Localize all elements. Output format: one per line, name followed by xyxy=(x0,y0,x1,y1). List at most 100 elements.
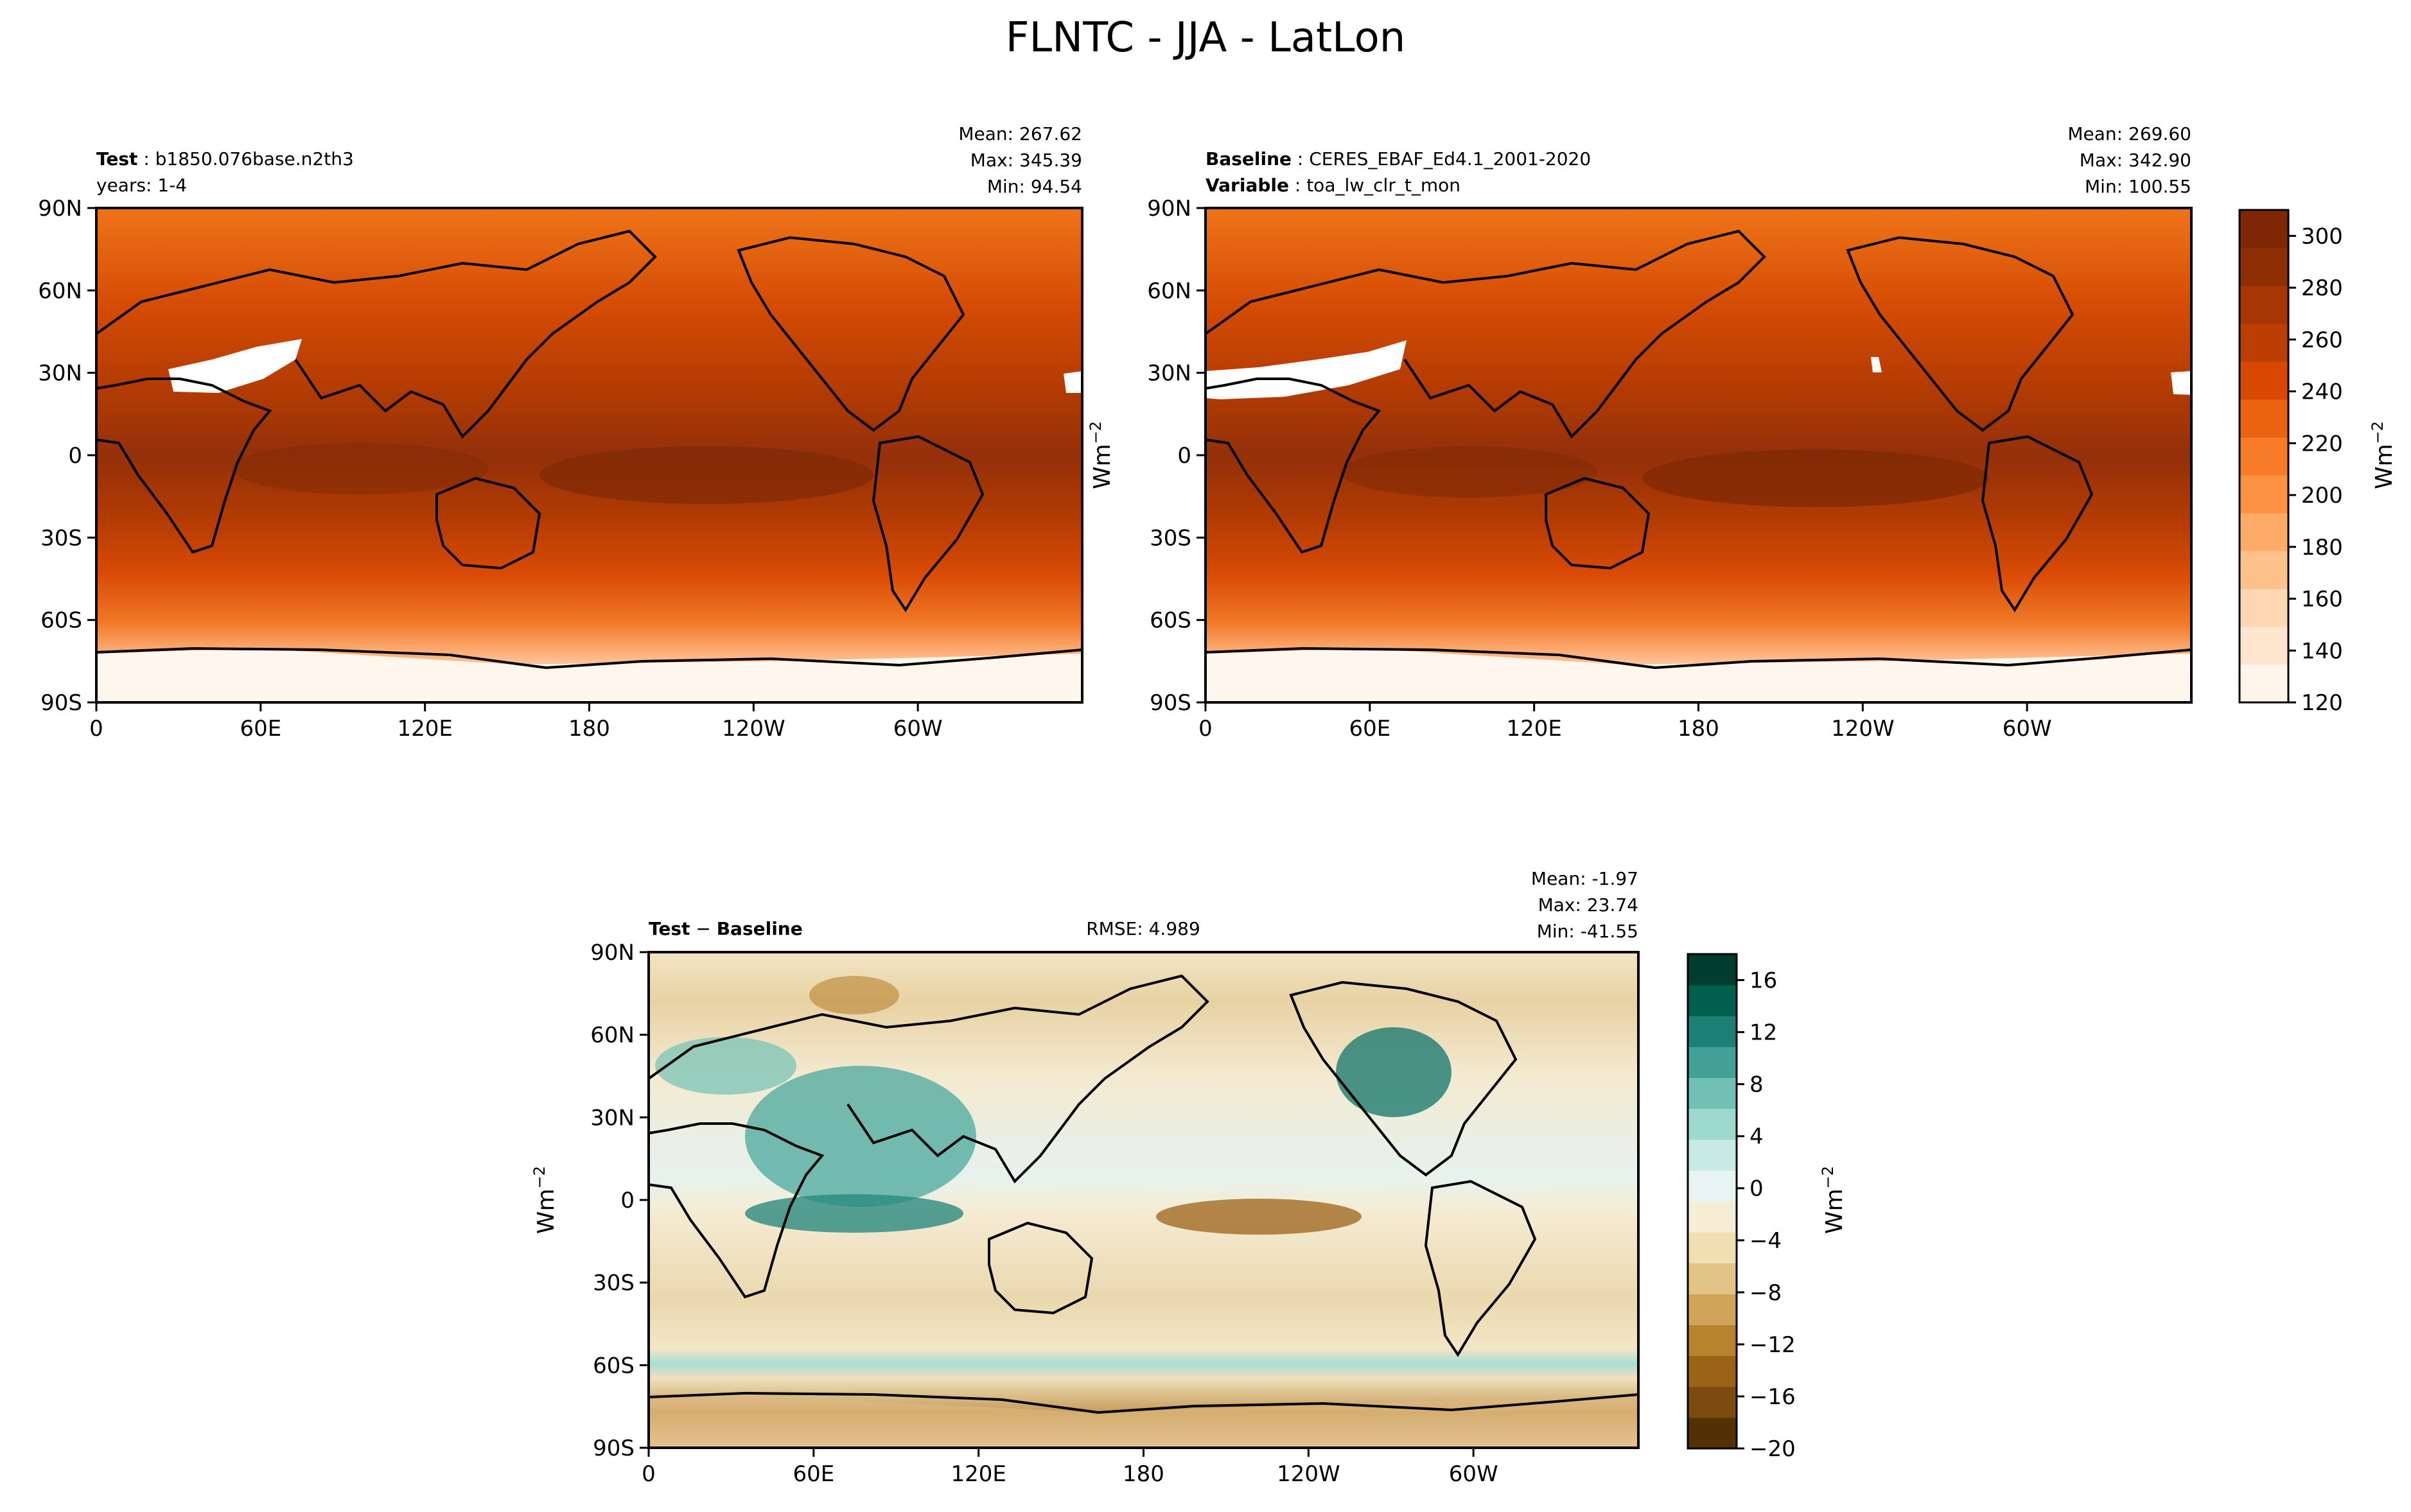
test-warm-pool-minimum xyxy=(539,446,873,504)
test-indian-ocean-minimum xyxy=(231,443,488,494)
colorbar-diverging-tick-label: −20 xyxy=(1749,1436,1796,1462)
diff-stat-mean: Mean: -1.97 xyxy=(1531,868,1638,889)
colorbar-diverging-swatch xyxy=(1688,1325,1737,1357)
test-coastline-africa xyxy=(96,378,272,554)
test-coastline-north-america xyxy=(737,236,965,432)
colorbar-diverging-swatch xyxy=(1688,1201,1737,1233)
colorbar-diverging-swatch xyxy=(1688,1108,1737,1140)
baseline-lon-tick-label: 180 xyxy=(1678,716,1719,742)
colorbar-sequential-swatch xyxy=(2240,361,2288,400)
colorbar-sequential-ticks: 120 140 160 180 200 220 240 260 280 300 xyxy=(2288,223,2343,716)
baseline-coastline-south-america xyxy=(1981,435,2094,613)
baseline-map-features xyxy=(1206,229,2191,702)
colorbar-sequential-tick-label: 140 xyxy=(2301,638,2343,664)
diff-ylabel: Wm−2 xyxy=(530,1166,559,1234)
colorbar-sequential-swatch xyxy=(2240,437,2288,476)
baseline-label: Baseline : CERES_EBAF_Ed4.1_2001-2020 xyxy=(1206,148,1591,169)
colorbar-diverging-label: Wm−2 xyxy=(1819,1166,1848,1234)
panel-difference: Test − Baseline RMSE: 4.989 Mean: -1.97 … xyxy=(530,868,1640,1487)
colorbar-sequential-tick-label: 260 xyxy=(2301,327,2343,353)
test-years: years: 1-4 xyxy=(96,175,187,196)
diff-lon-tick-label: 0 xyxy=(642,1461,656,1487)
figure-title: FLNTC - JJA - LatLon xyxy=(1006,14,1406,62)
diff-label: Test − Baseline xyxy=(649,918,803,939)
diff-axis-ticks: 90N 60N 30N 0 30S 60S 90S 0 60E 120E 180 120W 60W xyxy=(590,940,1498,1487)
colorbar-diverging-tick-label: −16 xyxy=(1749,1384,1796,1410)
test-lat-tick-label: 90N xyxy=(38,196,82,222)
colorbar-sequential-swatch xyxy=(2240,324,2288,362)
colorbar-sequential-swatch xyxy=(2240,286,2288,324)
baseline-lon-tick-label: 120E xyxy=(1506,716,1561,742)
baseline-coastline-antarctica xyxy=(1206,647,2191,670)
panel-test: Test : b1850.076base.n2th3 years: 1-4 Me… xyxy=(38,123,1083,742)
colorbar-diverging-swatches xyxy=(1688,954,1737,1449)
colorbar-sequential-swatch xyxy=(2240,627,2288,665)
baseline-stat-min: Min: 100.55 xyxy=(2085,176,2191,197)
colorbar-diverging-tick-label: 8 xyxy=(1749,1072,1764,1098)
baseline-coastline-eurasia xyxy=(1206,229,1766,439)
baseline-lat-tick-label: 90S xyxy=(1150,690,1191,716)
baseline-missing-data-tibet xyxy=(1206,340,1407,399)
test-lon-tick-label: 120W xyxy=(722,716,785,742)
colorbar-diverging-tick-label: −4 xyxy=(1749,1228,1782,1254)
diff-equatorial-indian-positive xyxy=(745,1194,963,1233)
colorbar-diverging-swatch xyxy=(1688,1263,1737,1294)
colorbar-diverging-tick-label: 16 xyxy=(1749,968,1777,994)
diff-lon-tick-label: 60W xyxy=(1449,1461,1498,1487)
diff-lat-tick-label: 0 xyxy=(620,1188,635,1213)
colorbar-sequential-swatch xyxy=(2240,475,2288,514)
diff-lon-tick-label: 60E xyxy=(793,1461,834,1487)
diff-coastline-australia xyxy=(988,1221,1094,1315)
diff-rmse: RMSE: 4.989 xyxy=(1086,918,1200,939)
test-lat-tick-label: 30S xyxy=(40,525,82,551)
test-coastline-antarctica xyxy=(96,647,1082,670)
colorbar-sequential-swatch xyxy=(2240,248,2288,286)
diff-lat-tick-label: 30N xyxy=(590,1105,635,1131)
colorbar-diverging-swatch xyxy=(1688,1386,1737,1418)
diff-lat-tick-label: 90N xyxy=(590,940,635,966)
colorbar-sequential-tick-label: 200 xyxy=(2301,483,2343,508)
test-coastline-eurasia xyxy=(96,229,657,439)
colorbar-diverging-ticks: −20 −16 −12 −8 −4 0 4 8 12 16 xyxy=(1737,968,1796,1462)
diff-lon-tick-label: 120W xyxy=(1277,1461,1340,1487)
test-lat-tick-label: 60S xyxy=(40,608,82,634)
baseline-warm-pool-minimum xyxy=(1642,449,1989,507)
diff-coastline-antarctica xyxy=(649,1391,1638,1414)
colorbar-sequential-tick-label: 120 xyxy=(2301,690,2343,716)
colorbar-diverging-swatch xyxy=(1688,1016,1737,1047)
baseline-lat-tick-label: 0 xyxy=(1177,443,1191,469)
colorbar-diverging-swatch xyxy=(1688,1232,1737,1264)
diff-map-features xyxy=(649,974,1638,1448)
diff-coastline-north-america xyxy=(1289,980,1518,1177)
baseline-stat-mean: Mean: 269.60 xyxy=(2067,123,2191,144)
colorbar-diverging-tick-label: −8 xyxy=(1749,1280,1782,1306)
colorbar-sequential-swatch xyxy=(2240,399,2288,438)
colorbar-diverging-swatch xyxy=(1688,985,1737,1016)
diff-lat-tick-label: 60S xyxy=(593,1353,635,1378)
baseline-coastline-africa xyxy=(1206,378,1381,554)
baseline-indian-ocean-minimum xyxy=(1340,446,1597,498)
diff-pacific-negative xyxy=(1156,1199,1362,1235)
test-lon-tick-label: 180 xyxy=(568,716,610,742)
colorbar-sequential-swatch xyxy=(2240,589,2288,627)
test-missing-data-west xyxy=(1064,371,1082,393)
test-lat-tick-label: 60N xyxy=(38,278,82,304)
baseline-lat-tick-label: 30N xyxy=(1147,361,1191,387)
colorbar-sequential-tick-label: 240 xyxy=(2301,379,2343,405)
baseline-coastline-australia xyxy=(1545,476,1651,570)
colorbar-diverging-swatch xyxy=(1688,1355,1737,1387)
colorbar-diverging-swatch xyxy=(1688,1170,1737,1202)
baseline-map-field xyxy=(1206,208,2191,702)
colorbar-diverging-swatch xyxy=(1688,1417,1737,1449)
baseline-lon-tick-label: 0 xyxy=(1198,716,1213,742)
baseline-variable: Variable : toa_lw_clr_t_mon xyxy=(1206,175,1460,196)
colorbar-sequential-swatches xyxy=(2240,210,2288,703)
colorbar-diverging-tick-label: −12 xyxy=(1749,1332,1796,1358)
baseline-lat-tick-label: 30S xyxy=(1150,525,1191,551)
baseline-coastline-north-america xyxy=(1846,236,2074,432)
diff-europe-positive xyxy=(655,1037,796,1095)
test-missing-data-tibet xyxy=(168,339,302,393)
diff-lat-tick-label: 60N xyxy=(590,1023,635,1048)
test-lat-tick-label: 30N xyxy=(38,361,82,387)
